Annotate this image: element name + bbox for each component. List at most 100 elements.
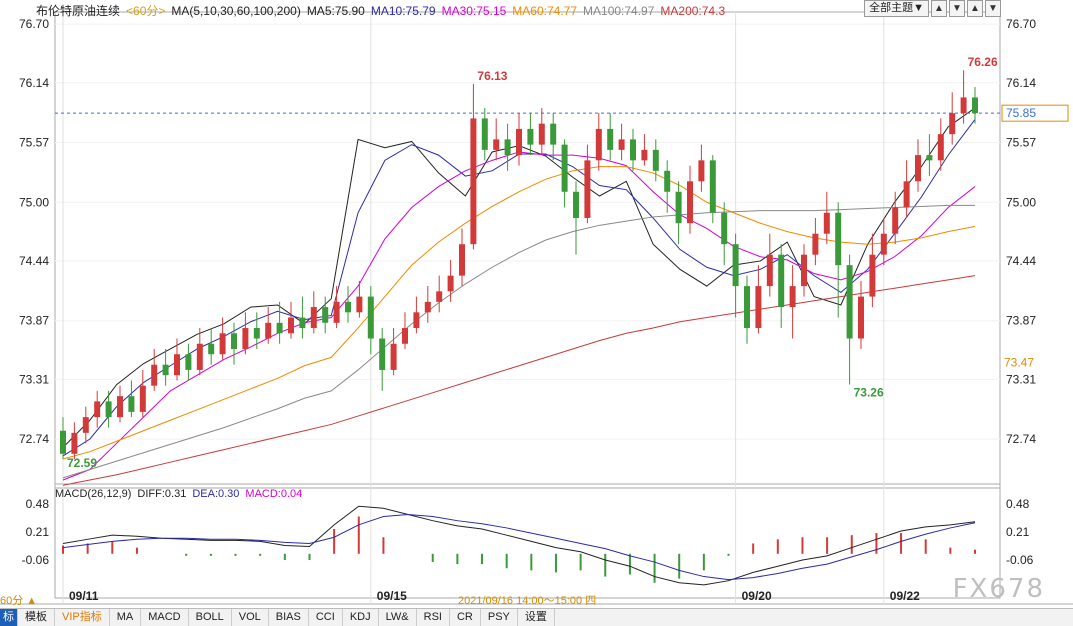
candle-body xyxy=(60,430,66,454)
price-tick-left: 73.31 xyxy=(19,372,49,386)
candle-body xyxy=(333,301,340,323)
candle-body xyxy=(436,291,443,302)
tab-14[interactable]: 设置 xyxy=(518,609,555,626)
tab-2[interactable]: VIP指标 xyxy=(55,609,110,626)
tab-8[interactable]: CCI xyxy=(309,609,343,626)
candle-body xyxy=(447,275,454,292)
candle-body xyxy=(664,170,671,192)
candle-body xyxy=(698,160,705,182)
tab-3[interactable]: MA xyxy=(110,609,142,626)
tab-9[interactable]: KDJ xyxy=(343,609,379,626)
candle-body xyxy=(481,118,488,150)
candle-body xyxy=(766,254,773,287)
tab-12[interactable]: CR xyxy=(450,609,481,626)
theme-select[interactable]: 全部主题▼ xyxy=(864,0,929,17)
candle-body xyxy=(801,254,807,287)
price-tick-left: 72.74 xyxy=(19,432,49,446)
candle-body xyxy=(390,343,397,370)
candle-body xyxy=(459,244,465,276)
price-tick-left: 73.87 xyxy=(19,314,49,328)
date-tick: 09/20 xyxy=(742,589,772,603)
date-tick: 09/15 xyxy=(377,589,407,603)
grid xyxy=(0,11,1073,605)
ma-line-ma200 xyxy=(62,275,976,486)
scroll-up-button[interactable]: ▲ xyxy=(967,0,983,17)
candle-body xyxy=(641,149,648,161)
price-annotation: 72.59 xyxy=(67,456,97,470)
candle-body xyxy=(470,118,477,245)
candle-body xyxy=(607,128,614,150)
macd-tick-left: -0.06 xyxy=(22,553,50,567)
tab-4[interactable]: MACD xyxy=(141,609,189,626)
candle-body xyxy=(709,160,716,213)
tab-13[interactable]: PSY xyxy=(481,609,518,626)
macd-tick-right: 0.48 xyxy=(1006,497,1030,511)
price-annotation: 76.13 xyxy=(477,69,507,83)
axes: 76.70 76.70 76.14 76.14 75.57 75.57 75.00 75.00… xyxy=(19,17,1069,603)
candle-body xyxy=(310,307,317,329)
tab-7[interactable]: BIAS xyxy=(269,609,309,626)
candle-body xyxy=(516,128,522,156)
period-label[interactable]: <60分> xyxy=(126,4,166,18)
ma-spec: MA(5,10,30,60,100,200) xyxy=(171,4,301,18)
tab-5[interactable]: BOLL xyxy=(189,609,232,626)
period-indicator[interactable]: 60分 ▲ xyxy=(0,595,38,607)
candle-body xyxy=(972,97,978,114)
indicator-tabs: 标模板 VIP指标 MA MACD BOLL VOL BIAS CCI KDJ LW& RSI CR P… xyxy=(0,608,1073,626)
hover-time: 2021/09/16 14:00～15:00 四 xyxy=(458,595,597,607)
up-arrow-button[interactable]: ▲ xyxy=(931,0,947,17)
annotations: 76.13 76.26 72.59 73.26 xyxy=(67,55,998,470)
candle-body xyxy=(242,328,249,349)
price-tick-right: 73.31 xyxy=(1006,372,1036,386)
down-arrow-button[interactable]: ▼ xyxy=(949,0,965,17)
macd-diff: DIFF:0.31 xyxy=(137,488,187,500)
ma-line-ma100 xyxy=(62,204,975,479)
candle-body xyxy=(288,317,294,334)
ma-legend-item: MA30:75.15 xyxy=(441,4,507,18)
macd-panel xyxy=(62,505,976,586)
candle-body xyxy=(139,385,146,412)
ma-legend-item: MA200:74.3 xyxy=(660,4,726,18)
candle-body xyxy=(413,312,420,329)
candle-body xyxy=(151,364,158,386)
candle-body xyxy=(550,123,557,145)
candle-body xyxy=(732,244,739,287)
candle-body xyxy=(117,396,123,418)
macd-dea: DEA:0.30 xyxy=(192,488,240,500)
candle-body xyxy=(345,301,351,313)
ma-line-ma60 xyxy=(62,166,976,460)
candle-body xyxy=(869,254,876,297)
candle-body xyxy=(858,296,864,339)
tab-1[interactable]: 模板 xyxy=(18,609,55,626)
price-tick-right: 75.00 xyxy=(1006,195,1036,209)
price-tick-right: 73.87 xyxy=(1006,314,1036,328)
price-frame xyxy=(54,11,1001,489)
macd-diff-line xyxy=(62,505,976,586)
tab-10[interactable]: LW& xyxy=(379,609,417,626)
candle-body xyxy=(789,286,796,308)
price-tick-left: 76.14 xyxy=(19,76,49,90)
candle-body xyxy=(538,123,545,145)
macd-tick-right: 0.21 xyxy=(1006,525,1030,539)
price-annotation: 76.26 xyxy=(968,55,998,69)
candle-body xyxy=(231,333,237,349)
candle-body xyxy=(778,254,785,308)
price-tick-left: 76.70 xyxy=(19,17,49,31)
candle-body xyxy=(299,317,306,329)
candle-body xyxy=(174,354,180,376)
chart-header: 布伦特原油连续 <60分> MA(5,10,30,60,100,200) MA5:75… xyxy=(36,2,737,19)
candle-body xyxy=(652,149,659,171)
candles xyxy=(60,70,978,460)
candle-body xyxy=(208,343,215,355)
price-tick-right: 74.44 xyxy=(1006,254,1036,268)
chart-controls: 全部主题▼ ▲ ▼ ▲ ▼ xyxy=(864,0,1001,17)
price-tick-right: 76.70 xyxy=(1006,17,1036,31)
tab-11[interactable]: RSI xyxy=(417,609,450,626)
candle-body xyxy=(618,139,625,150)
candle-body xyxy=(253,328,260,339)
tab-0[interactable]: 标 xyxy=(0,609,18,626)
candle-body xyxy=(926,155,933,161)
tab-6[interactable]: VOL xyxy=(232,609,269,626)
scroll-down-button[interactable]: ▼ xyxy=(985,0,1001,17)
